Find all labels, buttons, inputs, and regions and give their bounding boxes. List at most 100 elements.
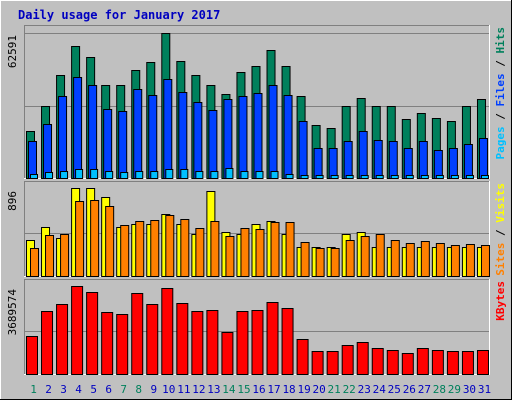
bar-pages-day-13 xyxy=(210,171,219,179)
bar-files-day-20 xyxy=(313,148,323,179)
bar-sites-day-8 xyxy=(135,221,145,277)
bar-kbytes-day-15 xyxy=(236,311,249,375)
day-label: 27 xyxy=(418,383,431,396)
day-label: 7 xyxy=(120,383,127,396)
legend-separator: / xyxy=(494,223,507,243)
bar-pages-day-29 xyxy=(450,175,459,179)
bar-files-day-21 xyxy=(328,148,338,179)
day-label: 18 xyxy=(282,383,295,396)
bar-kbytes-day-6 xyxy=(101,312,114,375)
bar-files-day-31 xyxy=(478,138,488,179)
bar-pages-day-14 xyxy=(225,168,234,179)
day-label: 22 xyxy=(343,383,356,396)
bar-files-day-7 xyxy=(118,111,128,179)
bar-files-day-11 xyxy=(178,92,188,179)
bar-kbytes-day-13 xyxy=(206,310,219,375)
bar-files-day-28 xyxy=(433,150,443,179)
bar-pages-day-19 xyxy=(300,175,309,179)
day-label: 5 xyxy=(90,383,97,396)
bar-kbytes-day-4 xyxy=(71,286,84,375)
bar-files-day-13 xyxy=(208,110,218,179)
panel-kbytes: 3689574 KBytes xyxy=(6,279,507,375)
panel-kbytes-bars xyxy=(26,286,489,375)
legend-sites: Sites xyxy=(494,243,507,276)
bar-sites-day-30 xyxy=(465,244,475,277)
bar-pages-day-8 xyxy=(135,171,144,179)
day-label: 8 xyxy=(135,383,142,396)
bar-kbytes-day-1 xyxy=(26,336,38,375)
bar-kbytes-day-16 xyxy=(251,310,264,375)
bar-kbytes-day-25 xyxy=(386,350,399,375)
bar-sites-day-26 xyxy=(405,243,415,277)
bar-pages-day-5 xyxy=(90,169,99,179)
bar-pages-day-22 xyxy=(345,175,354,179)
bar-sites-day-20 xyxy=(315,248,325,277)
bar-pages-day-6 xyxy=(105,171,114,179)
bar-files-day-18 xyxy=(283,95,293,179)
day-label: 4 xyxy=(75,383,82,396)
bar-sites-day-21 xyxy=(330,248,340,277)
bar-files-day-9 xyxy=(148,95,158,179)
bar-pages-day-31 xyxy=(480,175,489,179)
bar-kbytes-day-17 xyxy=(266,302,279,375)
bar-pages-day-23 xyxy=(360,175,369,179)
bar-files-day-1 xyxy=(28,141,37,179)
bar-kbytes-day-5 xyxy=(86,292,99,375)
bar-files-day-14 xyxy=(223,99,233,179)
day-label: 31 xyxy=(478,383,491,396)
chart-title: Daily usage for January 2017 xyxy=(18,8,220,22)
bar-sites-day-7 xyxy=(120,225,130,277)
bar-pages-day-27 xyxy=(420,175,429,179)
panel-hits-bars xyxy=(26,33,489,179)
legend-pages: Pages xyxy=(494,126,507,159)
bar-pages-day-1 xyxy=(30,174,38,179)
bar-sites-day-29 xyxy=(450,245,460,277)
day-label: 13 xyxy=(207,383,220,396)
day-label: 10 xyxy=(162,383,175,396)
day-label: 29 xyxy=(448,383,461,396)
bar-files-day-26 xyxy=(403,148,413,179)
bar-pages-day-21 xyxy=(330,175,339,179)
chart-panels: 62591 Pages / Files / Hits 896 Sites / Visi… xyxy=(6,25,507,375)
x-axis-day-labels: 1 2 3 4 5 6 7 8 9 10 11 12 13 14 15 16 17 18 19 20 21 22 23 24 2… xyxy=(30,383,491,396)
legend-separator: / xyxy=(494,107,507,127)
panel-hits-ymax-label: 62591 xyxy=(6,35,19,68)
panel-visits-ymax-label: 896 xyxy=(6,191,19,211)
bar-files-day-10 xyxy=(163,79,173,179)
bar-files-day-8 xyxy=(133,89,143,179)
bar-sites-day-23 xyxy=(360,236,370,277)
bar-kbytes-day-29 xyxy=(446,351,459,375)
bar-pages-day-9 xyxy=(150,171,159,179)
bar-sites-day-13 xyxy=(210,221,220,277)
bar-sites-day-22 xyxy=(345,240,355,277)
bar-sites-day-10 xyxy=(165,215,175,277)
bar-files-day-12 xyxy=(193,102,203,179)
bar-files-day-24 xyxy=(373,140,383,179)
bar-pages-day-7 xyxy=(120,172,129,179)
bar-files-day-25 xyxy=(388,141,398,179)
day-label: 26 xyxy=(403,383,416,396)
bar-kbytes-day-30 xyxy=(461,351,474,375)
bar-pages-day-3 xyxy=(60,171,69,179)
bar-sites-day-6 xyxy=(105,206,115,277)
bar-pages-day-28 xyxy=(435,175,444,179)
bar-kbytes-day-31 xyxy=(476,350,489,375)
bar-sites-day-1 xyxy=(30,248,39,277)
bar-kbytes-day-21 xyxy=(326,351,339,375)
day-label: 6 xyxy=(105,383,112,396)
bar-kbytes-day-27 xyxy=(416,348,429,375)
bar-kbytes-day-10 xyxy=(161,288,174,375)
bar-pages-day-15 xyxy=(240,171,249,179)
bar-sites-day-25 xyxy=(390,240,400,277)
bar-sites-day-27 xyxy=(420,241,430,277)
bar-kbytes-day-3 xyxy=(56,304,69,375)
panel-hits-legend: Pages / Files / Hits xyxy=(494,27,507,160)
bar-sites-day-24 xyxy=(375,234,385,277)
day-label: 15 xyxy=(237,383,250,396)
bar-files-day-2 xyxy=(43,124,53,179)
day-label: 24 xyxy=(373,383,387,396)
bar-pages-day-24 xyxy=(375,175,384,179)
bar-pages-day-30 xyxy=(465,175,474,179)
